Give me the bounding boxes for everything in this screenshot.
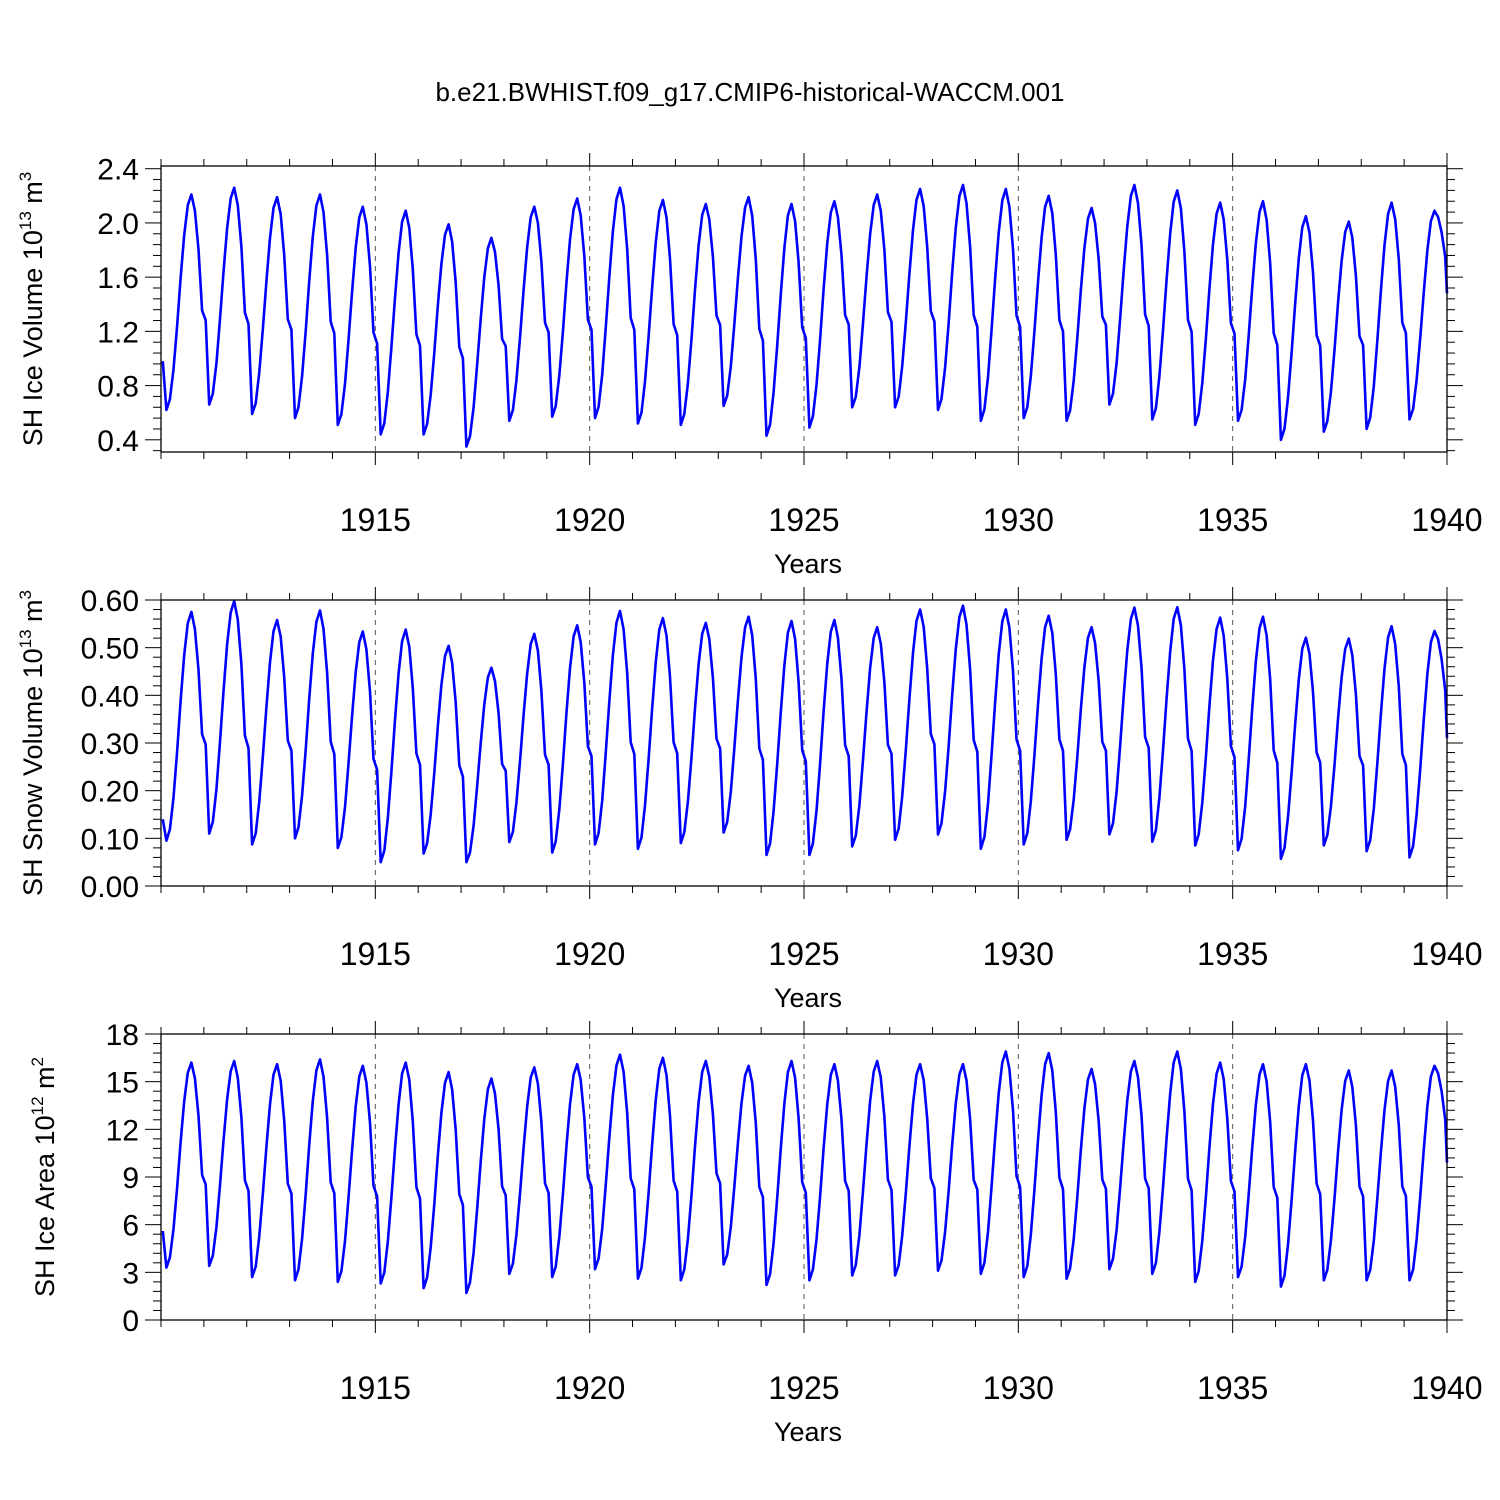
x-tick-label: 1935 — [1197, 936, 1268, 972]
y-axis-label-part: 3 — [16, 172, 35, 181]
y-axis-label-part: 10 — [30, 1115, 60, 1145]
y-tick-label: 0.40 — [81, 680, 139, 713]
y-axis-label-part: m — [30, 1066, 60, 1096]
series-line — [161, 599, 1449, 864]
x-tick-label: 1940 — [1411, 936, 1482, 972]
x-tick-label: 1940 — [1411, 502, 1482, 538]
x-axis-label: Years — [774, 1417, 842, 1447]
y-tick-label: 0.30 — [81, 728, 139, 761]
x-tick-label: 1920 — [554, 936, 625, 972]
y-axis-label-part: 3 — [16, 590, 35, 599]
x-tick-label: 1920 — [554, 1370, 625, 1406]
x-tick-label: 1915 — [340, 1370, 411, 1406]
y-tick-label: 0.8 — [97, 371, 139, 404]
y-tick-label: 6 — [122, 1210, 139, 1243]
x-tick-label: 1925 — [768, 502, 839, 538]
y-axis-label-part: 13 — [16, 211, 35, 230]
y-tick-label: 2.0 — [97, 208, 139, 241]
panel-ice-area: 0 3 6 9 12 15 18 1915 1920 1925 1930 1935 1940 Years S… — [28, 1019, 1483, 1447]
y-axis-label-part: SH Ice Area — [30, 1145, 60, 1297]
y-tick-label: 0.60 — [81, 585, 139, 618]
y-axis-label-part: SH Ice Volume — [18, 260, 48, 446]
x-tick-label: 1935 — [1197, 1370, 1268, 1406]
y-axis-label-part: 10 — [18, 648, 48, 678]
y-tick-label: 9 — [122, 1162, 139, 1195]
y-axis-label-part: m — [18, 181, 48, 211]
y-axis-label: SH Ice Area 1012 m2 — [28, 1057, 60, 1297]
y-axis-label-part: 2 — [28, 1057, 47, 1066]
y-tick-label: 3 — [122, 1257, 139, 1290]
plot-frame — [160, 165, 1448, 453]
x-axis-label: Years — [774, 983, 842, 1013]
x-tick-label: 1935 — [1197, 502, 1268, 538]
figure-title: b.e21.BWHIST.f09_g17.CMIP6-historical-WA… — [435, 77, 1064, 107]
x-tick-label: 1925 — [768, 936, 839, 972]
y-tick-label: 12 — [106, 1114, 139, 1147]
y-axis-label-part: 10 — [18, 230, 48, 260]
x-tick-label: 1920 — [554, 502, 625, 538]
y-tick-label: 0.10 — [81, 823, 139, 856]
y-axis-label-part: SH Snow Volume — [18, 678, 48, 896]
y-tick-label: 0.20 — [81, 776, 139, 809]
y-tick-label: 1.6 — [97, 262, 139, 295]
series-line — [161, 183, 1449, 448]
x-tick-label: 1930 — [983, 936, 1054, 972]
plot-frame — [160, 599, 1448, 887]
plot-frame — [160, 1033, 1448, 1321]
y-tick-label: 0 — [122, 1305, 139, 1338]
x-tick-label: 1915 — [340, 502, 411, 538]
panel-ice-volume: 0.4 0.8 1.2 1.6 2.0 2.4 1915 1920 1925 1930 1935 19… — [16, 153, 1483, 579]
x-tick-label: 1940 — [1411, 1370, 1482, 1406]
y-tick-label: 1.2 — [97, 316, 139, 349]
y-tick-label: 0.00 — [81, 871, 139, 904]
y-tick-label: 2.4 — [97, 154, 139, 187]
panel-snow-volume: 0.00 0.10 0.20 0.30 0.40 0.50 0.60 1915 1920 1925… — [16, 585, 1483, 1013]
y-axis-label-part: m — [18, 599, 48, 629]
panels: 0.4 0.8 1.2 1.6 2.0 2.4 1915 1920 1925 1930 1935 19… — [16, 153, 1483, 1447]
y-axis-label: SH Snow Volume 1013 m3 — [16, 590, 48, 896]
y-axis-label: SH Ice Volume 1013 m3 — [16, 172, 48, 447]
y-axis-label-part: 13 — [16, 629, 35, 648]
y-tick-label: 15 — [106, 1067, 139, 1100]
x-tick-label: 1915 — [340, 936, 411, 972]
y-axis-label-part: 12 — [28, 1096, 47, 1115]
x-tick-label: 1930 — [983, 1370, 1054, 1406]
x-tick-label: 1930 — [983, 502, 1054, 538]
y-tick-label: 18 — [106, 1019, 139, 1052]
x-tick-label: 1925 — [768, 1370, 839, 1406]
series-line — [161, 1050, 1449, 1295]
y-tick-label: 0.4 — [97, 425, 139, 458]
x-axis-label: Years — [774, 549, 842, 579]
y-tick-label: 0.50 — [81, 633, 139, 666]
